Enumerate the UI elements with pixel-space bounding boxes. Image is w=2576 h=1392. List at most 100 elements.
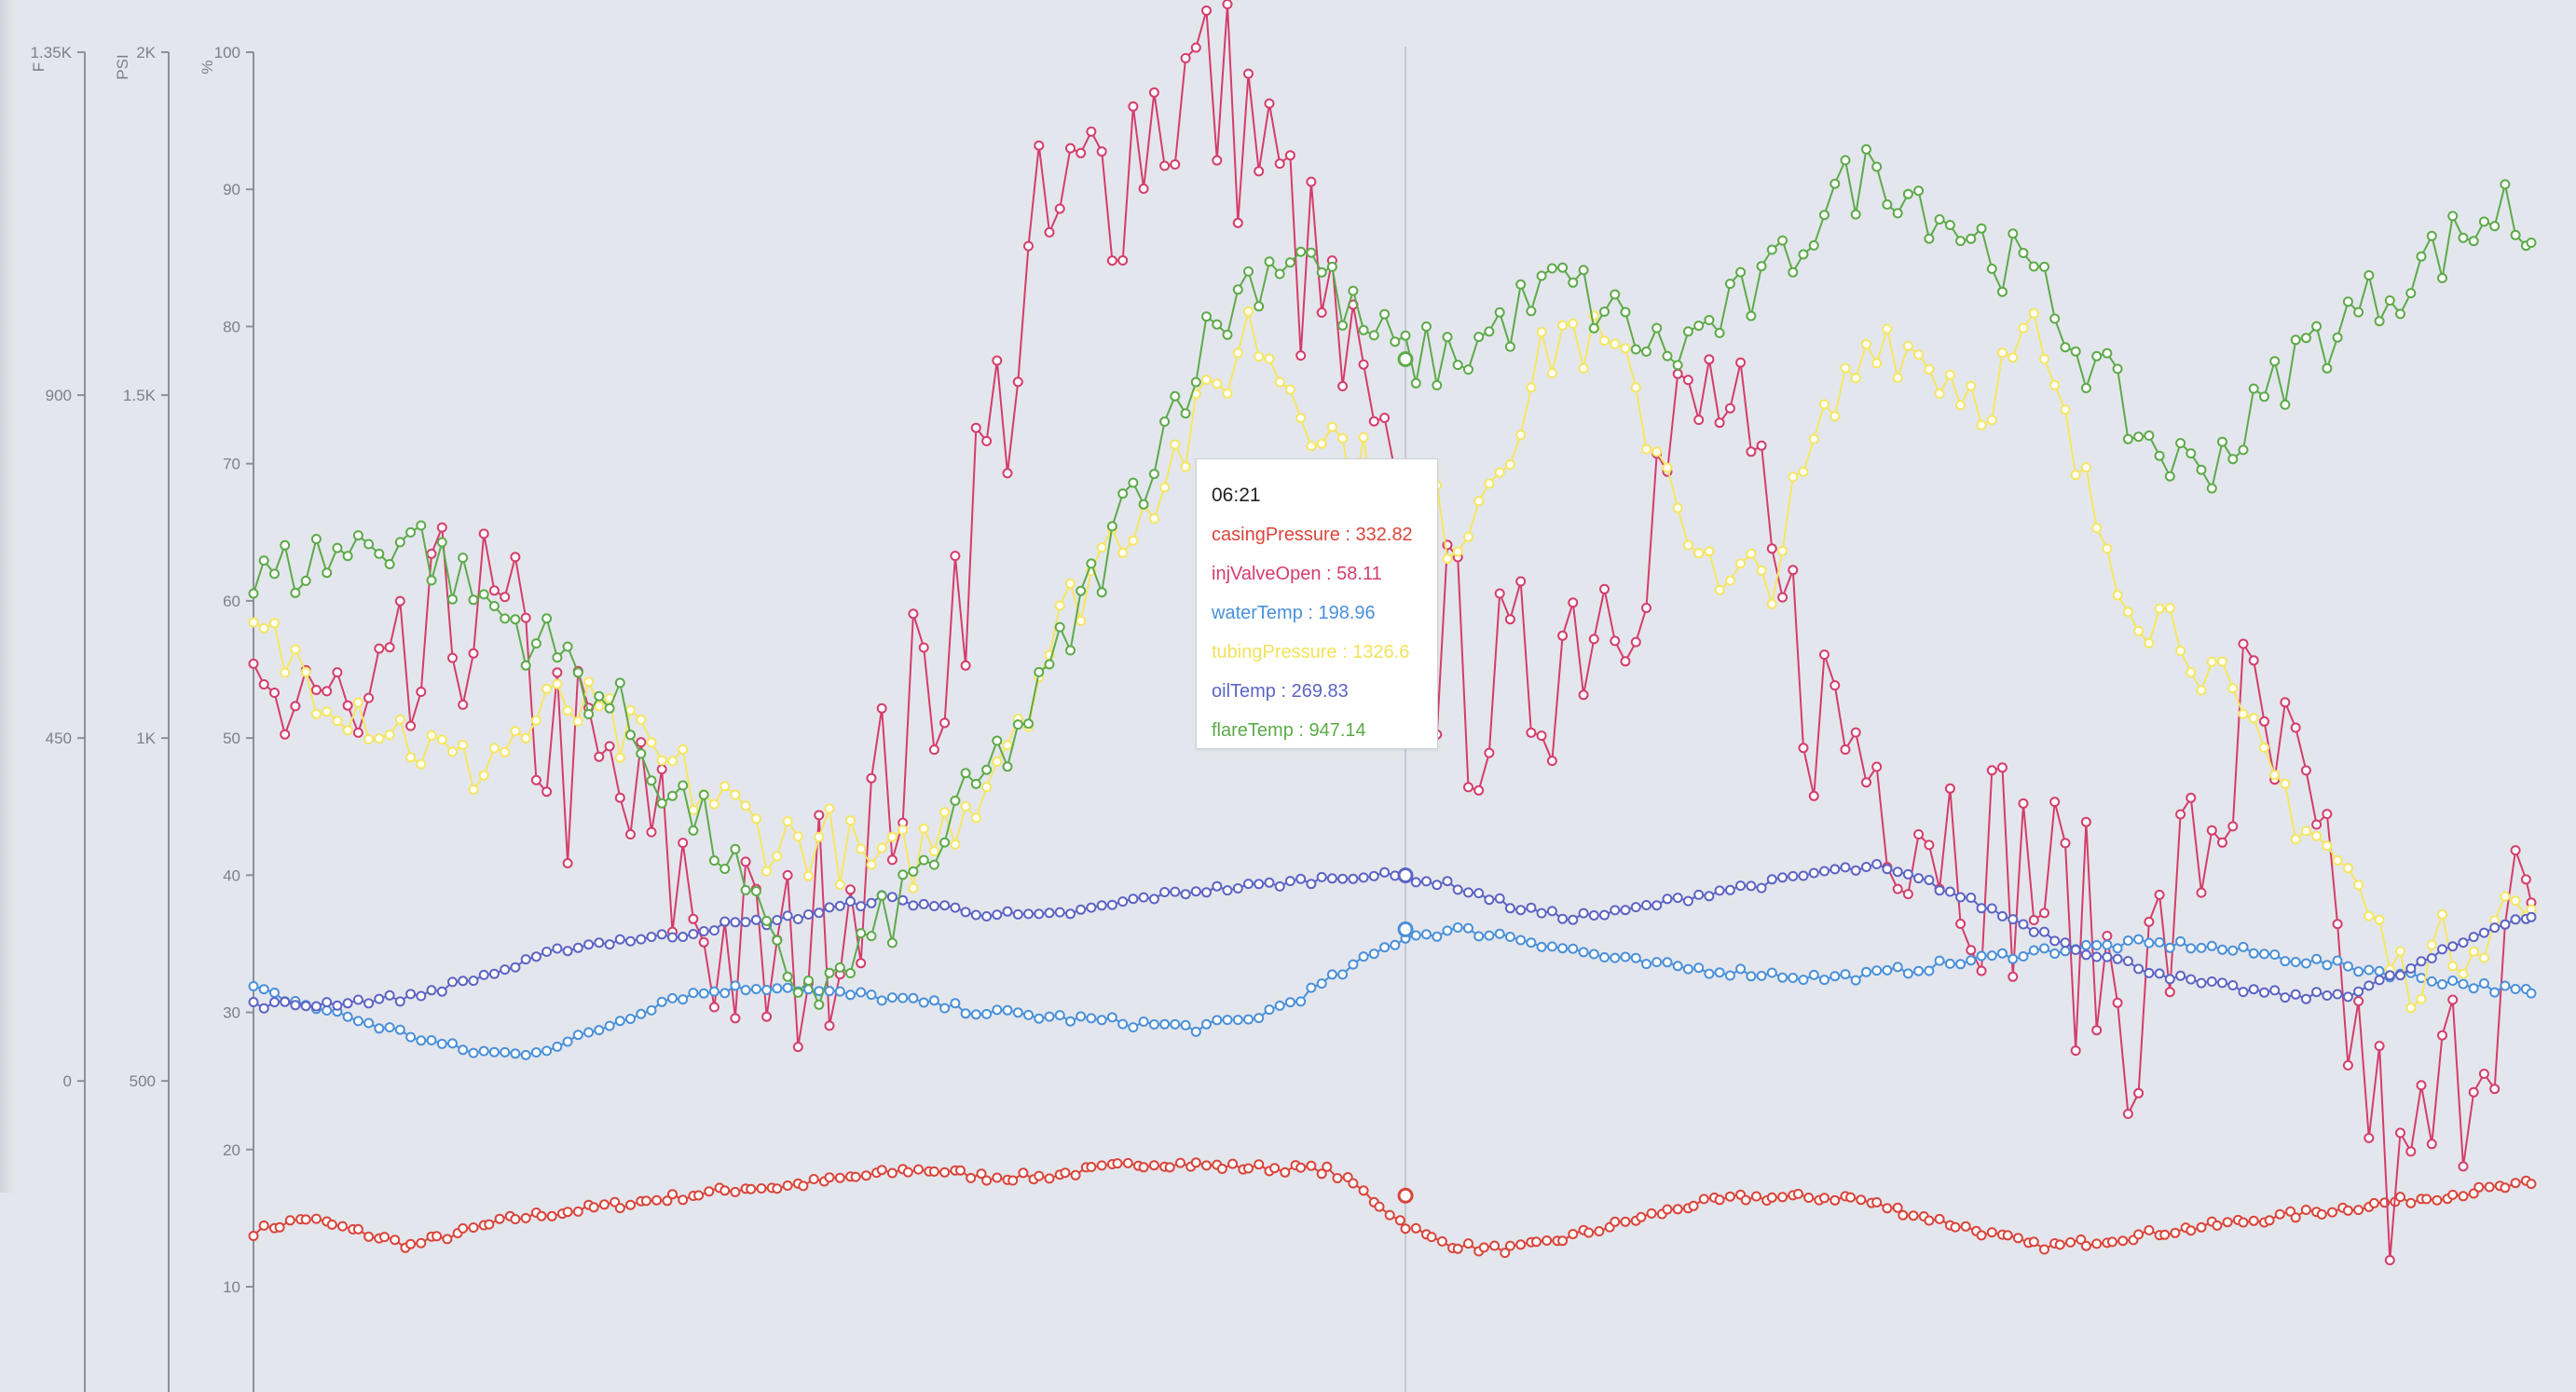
data-point-injValveOpen [1368, 416, 1379, 427]
data-point-injValveOpen [1494, 588, 1505, 599]
data-point-oilTemp [656, 929, 667, 940]
data-point-oilTemp [332, 1000, 343, 1011]
data-point-injValveOpen [2091, 1025, 2103, 1036]
data-point-flareTemp [1682, 326, 1693, 337]
data-point-injValveOpen [970, 422, 981, 433]
data-point-waterTemp [656, 996, 667, 1007]
data-point-flareTemp [416, 520, 427, 531]
data-point-injValveOpen [792, 1042, 803, 1053]
data-point-waterTemp [1588, 948, 1599, 960]
data-point-tubingPressure [1002, 740, 1013, 751]
data-point-injValveOpen [1138, 184, 1149, 194]
data-point-casingPressure [390, 1235, 401, 1246]
data-point-oilTemp [1526, 902, 1537, 913]
data-point-casingPressure [1829, 1194, 1841, 1206]
data-point-oilTemp [488, 968, 500, 979]
data-point-flareTemp [908, 866, 919, 877]
data-point-flareTemp [1243, 266, 1254, 277]
data-point-waterTemp [594, 1025, 605, 1036]
data-point-flareTemp [2500, 179, 2511, 190]
data-point-casingPressure [2238, 1217, 2249, 1228]
data-point-tubingPressure [1117, 547, 1129, 558]
data-point-waterTemp [1546, 941, 1557, 952]
data-point-flareTemp [918, 854, 929, 866]
data-point-casingPressure [1662, 1204, 1673, 1215]
data-point-flareTemp [2526, 238, 2537, 248]
data-point-oilTemp [2332, 989, 2343, 1000]
data-point-injValveOpen [1735, 357, 1747, 368]
data-point-casingPressure [1190, 1157, 1201, 1168]
data-point-waterTemp [1390, 939, 1401, 950]
data-point-tubingPressure [1599, 335, 1610, 347]
data-point-flareTemp [2039, 261, 2049, 272]
data-point-tubingPressure [1159, 482, 1171, 493]
data-point-injValveOpen [2175, 809, 2186, 820]
data-point-flareTemp [1913, 185, 1925, 197]
axis-title-f: F [30, 62, 48, 72]
data-point-flareTemp [2374, 316, 2385, 327]
data-point-tubingPressure [1714, 584, 1725, 595]
data-point-oilTemp [1610, 905, 1621, 916]
data-point-tubingPressure [1546, 368, 1557, 379]
data-point-waterTemp [667, 992, 678, 1003]
data-point-casingPressure [1610, 1216, 1621, 1227]
data-point-flareTemp [2018, 248, 2029, 258]
data-point-oilTemp [1473, 888, 1485, 899]
data-point-flareTemp [636, 748, 647, 759]
data-point-casingPressure [913, 1164, 924, 1175]
tick-label-pct: 60 [223, 593, 240, 610]
data-point-oilTemp [2468, 932, 2479, 943]
data-point-tubingPressure [1284, 384, 1295, 395]
data-point-tubingPressure [1358, 431, 1369, 443]
data-point-casingPressure [1384, 1209, 1395, 1221]
data-point-tubingPressure [2269, 770, 2281, 781]
data-point-tubingPressure [2007, 352, 2019, 363]
data-point-tubingPressure [562, 705, 573, 716]
data-point-injValveOpen [1337, 381, 1349, 391]
data-point-injValveOpen [2122, 1109, 2133, 1119]
data-point-tubingPressure [1630, 382, 1641, 393]
data-point-injValveOpen [1201, 5, 1212, 16]
data-point-injValveOpen [1724, 403, 1735, 414]
data-point-oilTemp [352, 994, 363, 1005]
data-point-casingPressure [536, 1210, 547, 1221]
data-point-oilTemp [1902, 868, 1913, 880]
data-point-tubingPressure [1578, 362, 1589, 374]
data-point-casingPressure [2526, 1179, 2537, 1190]
data-point-waterTemp [1871, 965, 1883, 976]
data-point-waterTemp [2437, 979, 2447, 989]
data-point-flareTemp [2300, 333, 2311, 344]
data-point-casingPressure [2290, 1212, 2301, 1223]
data-point-oilTemp [950, 902, 961, 913]
data-point-injValveOpen [2311, 819, 2323, 830]
data-point-waterTemp [1976, 950, 1987, 962]
data-point-casingPressure [1636, 1211, 1647, 1222]
data-point-flareTemp [1201, 311, 1212, 322]
data-point-oilTemp [1232, 883, 1243, 894]
data-point-oilTemp [970, 909, 981, 921]
data-point-flareTemp [468, 594, 479, 606]
data-point-oilTemp [1295, 873, 1307, 884]
data-point-injValveOpen [2468, 1086, 2479, 1098]
data-point-oilTemp [384, 989, 395, 1001]
data-point-casingPressure [2080, 1240, 2091, 1251]
data-point-tubingPressure [2395, 946, 2405, 957]
data-point-oilTemp [1065, 908, 1076, 920]
tick-label-pct: 20 [223, 1141, 240, 1159]
data-point-casingPressure [1908, 1210, 1919, 1221]
data-point-flareTemp [2478, 216, 2489, 227]
data-point-waterTemp [1473, 931, 1485, 942]
data-point-casingPressure [886, 1167, 897, 1179]
data-point-casingPressure [2421, 1194, 2432, 1205]
data-point-oilTemp [1630, 902, 1641, 913]
data-point-waterTemp [2091, 940, 2103, 950]
data-point-oilTemp [2070, 945, 2081, 955]
data-point-injValveOpen [2133, 1087, 2144, 1099]
data-point-casingPressure [2222, 1217, 2233, 1228]
data-point-flareTemp [1986, 264, 1997, 274]
data-point-waterTemp [1682, 963, 1693, 975]
data-point-oilTemp [1358, 872, 1369, 883]
data-point-oilTemp [1159, 887, 1171, 897]
data-point-injValveOpen [636, 737, 647, 748]
data-point-casingPressure [284, 1215, 295, 1226]
